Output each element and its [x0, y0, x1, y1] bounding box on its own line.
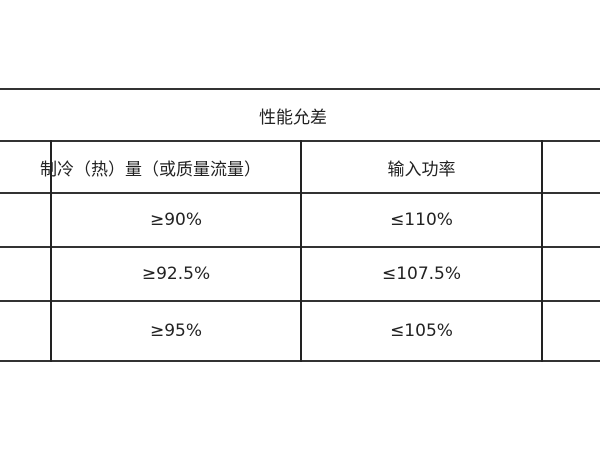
table-cell: ≥90%: [149, 210, 203, 230]
header-input-power: 输入功率: [387, 159, 456, 180]
table-cell: ≤110%: [390, 210, 453, 230]
table-cell: ≥95%: [149, 321, 203, 341]
column-divider: [50, 140, 52, 362]
header-capacity: 制冷（热）量（或质量流量）: [40, 159, 261, 180]
table-cell: ≤105%: [390, 321, 453, 341]
column-divider: [541, 140, 543, 362]
table-title: 性能允差: [259, 107, 327, 128]
table-cell: ≤107.5%: [381, 264, 462, 284]
column-divider: [300, 140, 302, 362]
table-border-top: [0, 88, 600, 90]
table-cell: ≥92.5%: [141, 264, 211, 284]
